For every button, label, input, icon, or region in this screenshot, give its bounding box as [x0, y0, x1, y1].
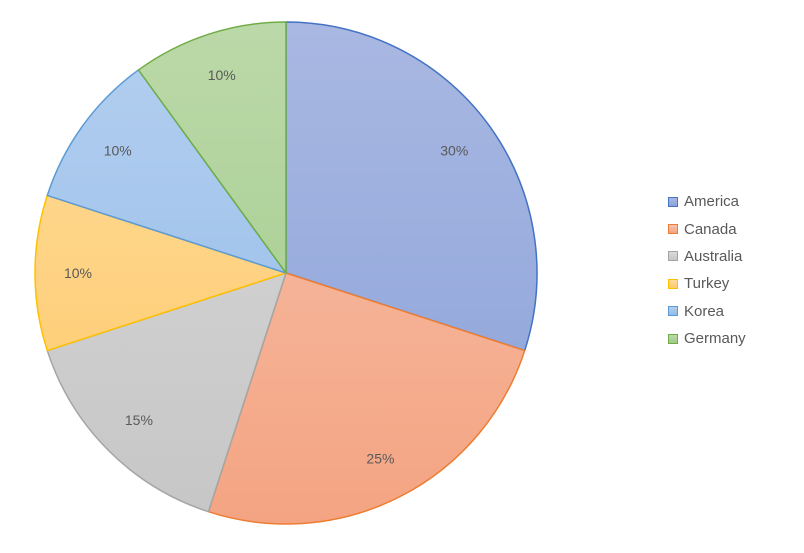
legend-swatch-america — [668, 196, 678, 207]
legend-label-australia: Australia — [684, 247, 743, 265]
legend-label-korea: Korea — [684, 302, 725, 320]
legend-swatch-canada — [668, 224, 678, 235]
slice-america — [285, 21, 538, 352]
legend-item-korea: Korea — [668, 298, 798, 325]
legend-swatch-korea — [668, 306, 678, 317]
data-label-australia: 15% — [125, 412, 153, 428]
slice-korea — [46, 69, 287, 274]
legend-item-germany: Germany — [668, 325, 798, 352]
legend-item-canada: Canada — [668, 215, 798, 242]
legend: America Canada Australia Turkey Korea Ge… — [668, 188, 798, 352]
slice-germany — [137, 21, 287, 274]
data-label-canada: 25% — [366, 450, 394, 466]
slice-canada — [207, 272, 526, 525]
data-label-korea: 10% — [104, 143, 132, 159]
pie-data-labels: 30% 25% 15% 10% 10% 10% — [64, 67, 468, 466]
slice-australia — [46, 272, 287, 513]
legend-item-turkey: Turkey — [668, 270, 798, 297]
data-label-germany: 10% — [208, 67, 236, 83]
legend-item-australia: Australia — [668, 243, 798, 270]
legend-label-turkey: Turkey — [684, 275, 730, 293]
slice-turkey — [34, 194, 287, 352]
pie-slices — [34, 21, 538, 525]
data-label-america: 30% — [440, 143, 468, 159]
legend-swatch-australia — [668, 251, 678, 262]
legend-label-canada: Canada — [684, 220, 737, 238]
legend-label-germany: Germany — [684, 330, 746, 348]
data-label-turkey: 10% — [64, 265, 92, 281]
legend-swatch-turkey — [668, 278, 678, 289]
legend-swatch-germany — [668, 333, 678, 344]
legend-label-america: America — [684, 193, 740, 211]
legend-item-america: America — [668, 188, 798, 215]
